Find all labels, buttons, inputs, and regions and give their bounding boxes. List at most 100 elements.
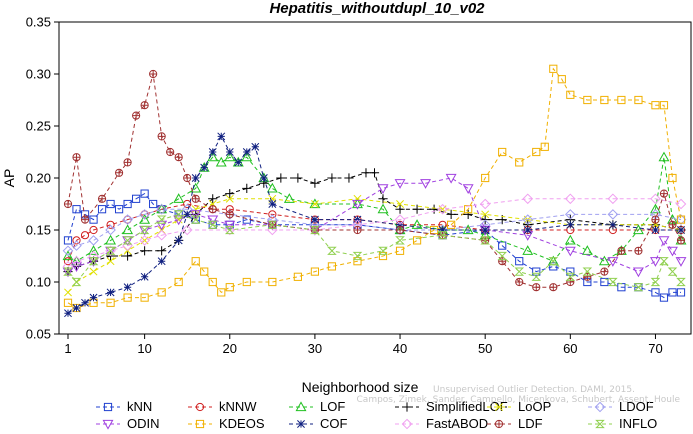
x-tick-label-5: 50	[478, 341, 492, 356]
data-point-COF-9	[183, 210, 192, 219]
data-point-LDF-30	[634, 246, 643, 255]
y-tick-label-1: 0.10	[26, 275, 51, 290]
data-point-LOF-28	[564, 234, 576, 245]
legend-item-INFLO: INFLO	[588, 416, 657, 431]
series-line-kNNW	[67, 203, 681, 262]
data-point-LOF-30	[598, 255, 610, 266]
data-point-FastABOD-17	[607, 193, 619, 205]
data-point-KDEOS-31	[557, 75, 566, 84]
watermark: Unsupervised Outlier Detection. DAMI, 20…	[357, 385, 681, 405]
data-point-COF-2	[81, 298, 89, 307]
data-point-SimplifiedLOF-11	[242, 183, 252, 193]
data-point-INFLO-24	[582, 267, 593, 276]
data-point-INFLO-16	[395, 236, 405, 245]
data-point-INFLO-17	[437, 231, 448, 240]
data-point-kNNW-3	[89, 225, 98, 235]
data-point-INFLO-14	[352, 251, 363, 261]
data-point-SimplifiedLOF-5	[140, 246, 150, 256]
data-point-LOF-34	[658, 151, 670, 162]
data-point-COF-14	[225, 148, 234, 156]
data-point-LDF-15	[225, 210, 234, 219]
data-point-LoOP-10	[225, 194, 234, 203]
legend-item-FastABOD: FastABOD	[395, 416, 488, 431]
data-point-INFLO-15	[378, 246, 388, 255]
legend-item-SimplifiedLOF: SimplifiedLOF	[395, 399, 508, 414]
data-point-kNN-0	[63, 236, 73, 245]
x-tick-label-6: 60	[563, 341, 577, 356]
legend-item-LDF: LDF	[487, 416, 543, 431]
data-point-ODIN-7	[173, 215, 185, 226]
data-point-INFLO-11	[267, 220, 278, 229]
data-point-ODIN-17	[445, 173, 457, 184]
data-point-LOF-7	[173, 193, 185, 203]
data-point-LDF-19	[395, 225, 405, 235]
data-point-LDF-32	[659, 189, 669, 198]
data-point-COF-4	[106, 288, 115, 297]
data-point-KDEOS-18	[353, 257, 362, 266]
data-point-LDF-34	[676, 236, 686, 245]
legend-item-KDEOS: KDEOS	[188, 416, 265, 431]
legend-marker-LDOF	[594, 401, 606, 413]
data-point-COF-20	[310, 215, 319, 224]
data-point-LDF-4	[114, 168, 124, 177]
data-point-FastABOD-13	[437, 203, 448, 215]
data-point-LOF-5	[139, 213, 151, 224]
data-point-KDEOS-33	[583, 95, 592, 105]
data-point-INFLO-3	[105, 246, 116, 255]
data-point-INFLO-1	[71, 277, 82, 287]
y-tick-label-6: 0.35	[26, 15, 51, 30]
data-point-SimplifiedLOF-10	[225, 189, 235, 199]
legend-item-LDOF: LDOF	[588, 399, 654, 414]
data-point-LOF-33	[650, 203, 661, 214]
y-axis-label: AP	[1, 169, 17, 188]
data-point-LDOF-1	[71, 240, 82, 251]
data-point-LOF-0	[62, 250, 74, 261]
data-point-SimplifiedLOF-21	[395, 204, 405, 214]
data-point-COF-25	[523, 226, 532, 234]
data-point-INFLO-25	[608, 277, 618, 287]
data-point-LOF-12	[224, 151, 236, 162]
data-point-KDEOS-36	[634, 95, 643, 105]
data-point-INFLO-0	[63, 267, 73, 276]
data-point-kNN-23	[498, 241, 507, 250]
data-point-LDF-28	[600, 267, 609, 276]
data-point-FastABOD-19	[675, 198, 687, 210]
data-point-kNN-8	[132, 194, 141, 203]
data-point-LDOF-15	[522, 214, 534, 225]
data-point-COF-15	[234, 158, 243, 167]
legend-label-INFLO: INFLO	[619, 416, 657, 431]
data-point-SimplifiedLOF-6	[157, 246, 167, 256]
data-point-ODIN-9	[207, 215, 219, 226]
data-point-SimplifiedLOF-4	[122, 251, 133, 261]
data-point-COF-6	[140, 272, 149, 281]
data-point-LDF-29	[617, 246, 626, 255]
data-point-ODIN-8	[190, 210, 202, 221]
data-point-KDEOS-14	[268, 277, 277, 287]
data-point-ODIN-16	[420, 179, 432, 189]
data-point-kNN-33	[659, 293, 669, 302]
legend-label-FastABOD: FastABOD	[426, 416, 488, 431]
data-point-FastABOD-14	[479, 198, 491, 210]
data-point-SimplifiedLOF-24	[446, 209, 456, 219]
legend-marker-LoOP	[495, 403, 503, 411]
data-point-kNN-29	[600, 277, 609, 287]
legend-marker-KDEOS	[195, 419, 205, 429]
data-point-LDOF-4	[122, 214, 133, 225]
data-point-LOF-22	[411, 219, 423, 229]
data-point-kNN-26	[549, 262, 558, 271]
data-point-LDF-18	[353, 225, 362, 235]
data-point-SimplifiedLOF-25	[463, 209, 473, 219]
data-point-LDOF-0	[62, 245, 74, 257]
data-point-COF-5	[123, 283, 132, 292]
legend-item-COF: COF	[289, 416, 348, 431]
data-point-INFLO-19	[497, 251, 508, 261]
series-line-LoOP	[67, 198, 682, 293]
data-point-ODIN-6	[156, 220, 168, 231]
data-point-LDOF-5	[139, 209, 150, 220]
data-point-FastABOD-16	[565, 193, 576, 205]
data-point-INFLO-13	[327, 246, 337, 255]
data-point-KDEOS-40	[676, 215, 686, 224]
legend-marker-kNN	[103, 402, 113, 412]
x-axis-label: Neighborhood size	[302, 379, 419, 395]
data-point-INFLO-9	[207, 220, 218, 229]
